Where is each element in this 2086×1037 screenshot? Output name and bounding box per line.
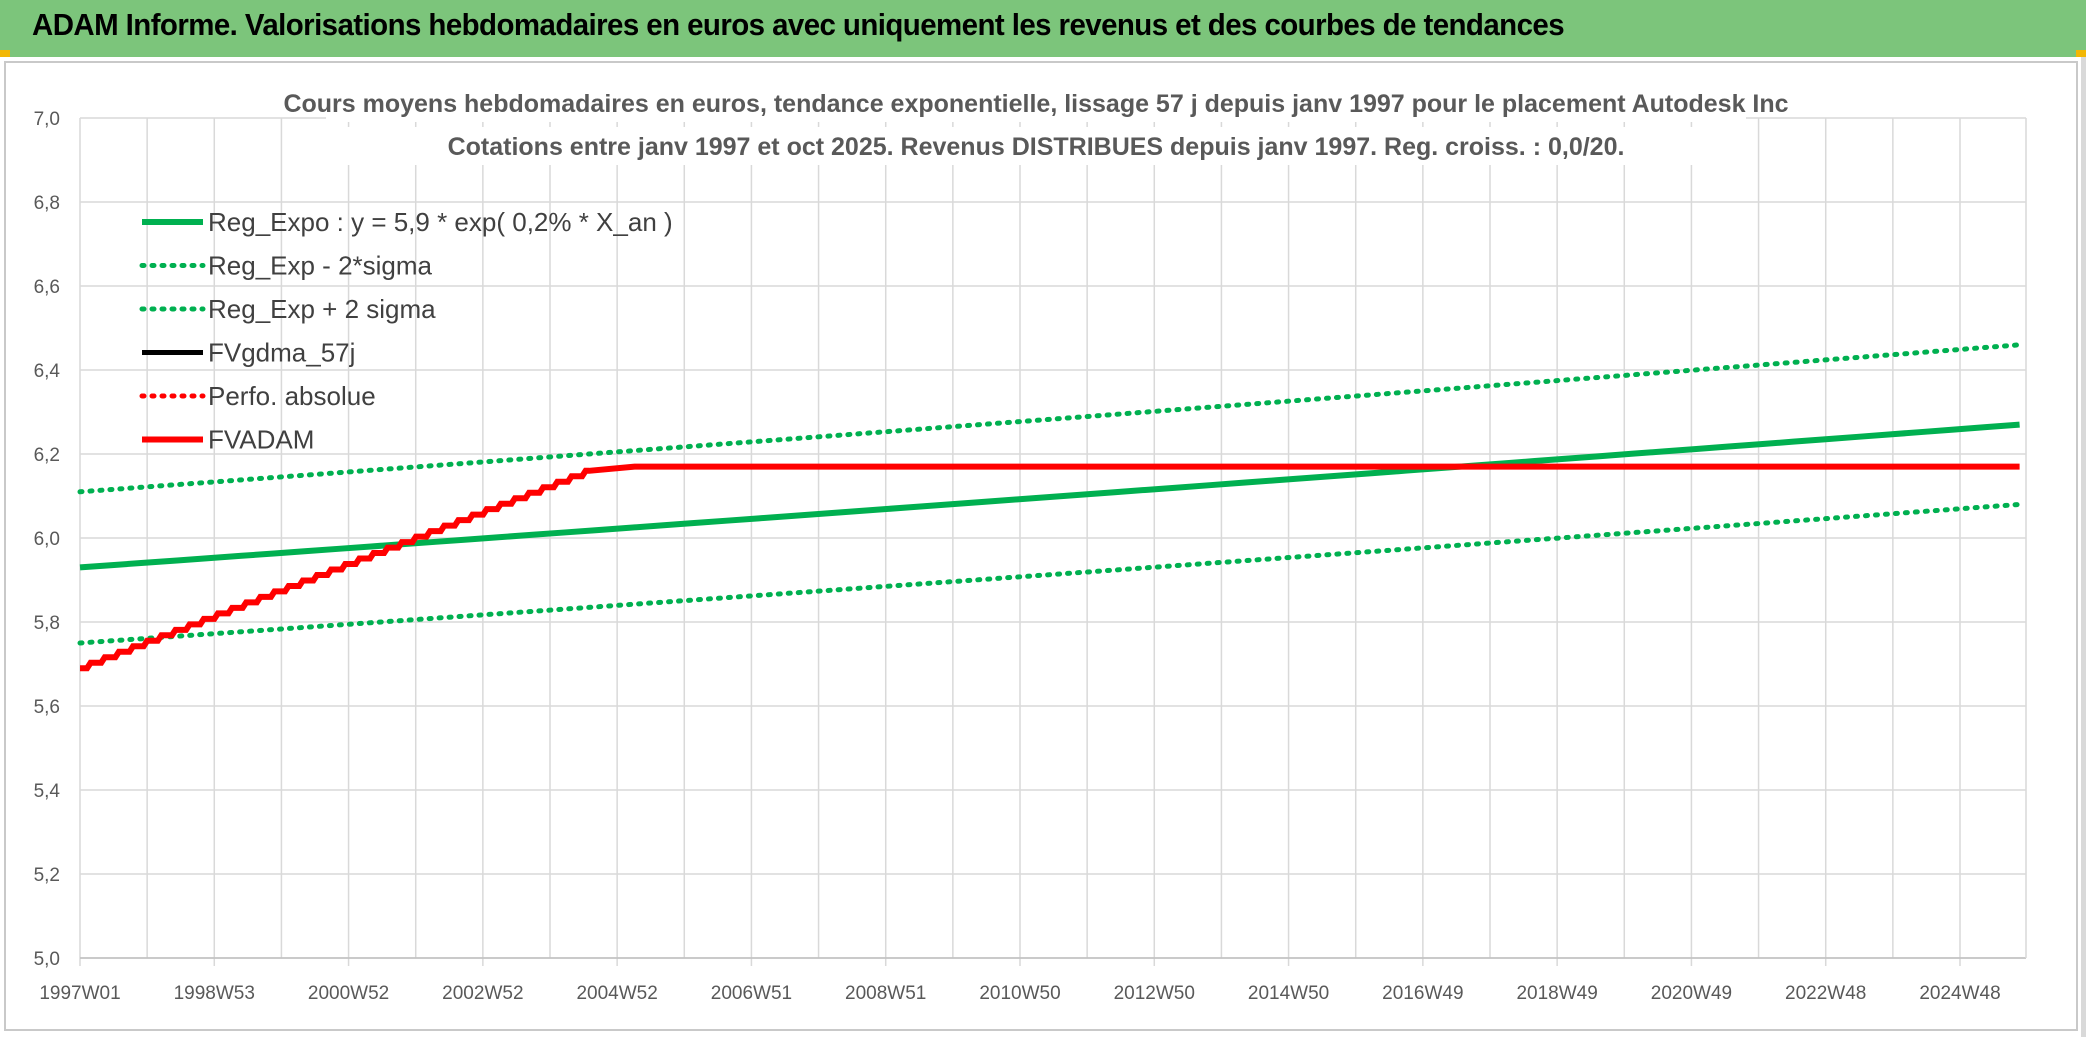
y-tick-label: 6,2 xyxy=(34,445,60,466)
y-tick-label: 6,8 xyxy=(34,193,60,214)
x-tick-label: 2002W52 xyxy=(442,983,523,1004)
y-tick-label: 5,0 xyxy=(34,949,60,970)
x-tick-label: 2006W51 xyxy=(711,983,792,1004)
x-tick-label: 2004W52 xyxy=(576,983,657,1004)
x-tick-label: 2010W50 xyxy=(979,983,1060,1004)
y-tick-label: 6,6 xyxy=(34,277,60,298)
x-tick-label: 2016W49 xyxy=(1382,983,1463,1004)
x-tick-label: 2012W50 xyxy=(1114,983,1195,1004)
y-tick-label: 6,0 xyxy=(34,529,60,550)
legend-label-2: Reg_Exp + 2 sigma xyxy=(208,294,436,324)
legend-label-0: Reg_Expo : y = 5,9 * exp( 0,2% * X_an ) xyxy=(208,207,673,237)
y-tick-label: 5,4 xyxy=(34,781,61,802)
corner-marker-left xyxy=(0,50,10,57)
chart-frame xyxy=(4,61,2078,1031)
x-tick-label: 1997W01 xyxy=(39,983,120,1004)
y-tick-label: 5,2 xyxy=(34,865,60,886)
x-tick-label: 1998W53 xyxy=(174,983,255,1004)
series-line-2 xyxy=(77,342,2023,495)
y-tick-label: 7,0 xyxy=(34,109,60,130)
x-tick-label: 2018W49 xyxy=(1516,983,1597,1004)
legend-label-4: Perfo. absolue xyxy=(208,381,376,411)
chart-title-line: Cours moyens hebdomadaires en euros, ten… xyxy=(283,90,1788,118)
x-tick-label: 2020W49 xyxy=(1651,983,1732,1004)
title-backdrop xyxy=(326,84,1746,122)
banner-title: ADAM Informe. Valorisations hebdomadaire… xyxy=(32,7,1565,42)
x-tick-label: 2008W51 xyxy=(845,983,926,1004)
x-tick-label: 2000W52 xyxy=(308,983,389,1004)
chart-title-line: Cotations entre janv 1997 et oct 2025. R… xyxy=(448,133,1625,161)
title-backdrop xyxy=(326,127,1746,165)
x-tick-label: 2014W50 xyxy=(1248,983,1329,1004)
corner-marker-right xyxy=(2076,50,2086,57)
right-edge xyxy=(2081,57,2086,1037)
x-tick-label: 2024W48 xyxy=(1919,983,2000,1004)
legend-label-3: FVgdma_57j xyxy=(208,338,355,368)
y-tick-label: 5,8 xyxy=(34,613,60,634)
series-line-5 xyxy=(80,463,2020,672)
series-line-0 xyxy=(79,421,2020,571)
y-tick-label: 6,4 xyxy=(34,361,61,382)
legend-label-5: FVADAM xyxy=(208,425,314,455)
y-tick-label: 5,6 xyxy=(34,697,60,718)
legend-label-1: Reg_Exp - 2*sigma xyxy=(208,251,433,281)
header-banner: ADAM Informe. Valorisations hebdomadaire… xyxy=(0,0,2086,57)
series-line-1 xyxy=(77,501,2023,646)
x-tick-label: 2022W48 xyxy=(1785,983,1866,1004)
